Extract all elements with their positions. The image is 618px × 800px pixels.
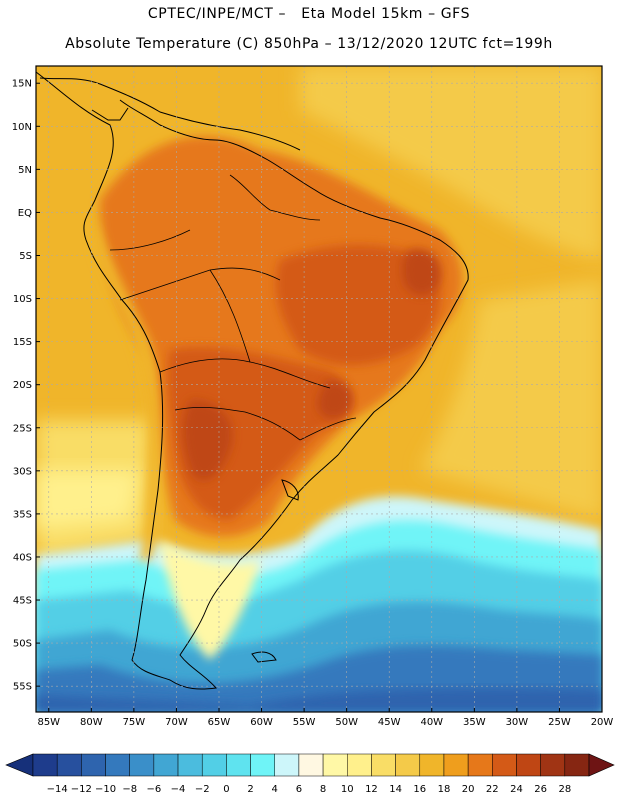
lat-label: 45S: [13, 596, 32, 607]
colorbar-label: −2: [195, 784, 210, 795]
lon-label: 85W: [37, 717, 60, 728]
colorbar-cell: [177, 753, 203, 777]
lat-label: 30S: [13, 466, 32, 477]
colorbar-label: 20: [462, 784, 475, 795]
lon-label: 65W: [208, 717, 231, 728]
colorbar-label: 10: [341, 784, 354, 795]
colorbar-label: 0: [223, 784, 229, 795]
lon-axis: 85W 80W 75W 70W 65W 60W 55W 50W 45W 40W 35W 30W 25W 2…: [37, 708, 613, 728]
colorbar-cell: [105, 753, 130, 777]
colorbar-cell: [443, 753, 469, 777]
colorbar-cell: [395, 753, 421, 777]
lat-label: 15S: [13, 337, 32, 348]
colorbar-low-arrow: [5, 753, 34, 777]
lat-label: 10N: [12, 122, 32, 133]
lon-label: 20W: [591, 717, 614, 728]
lon-label: 40W: [420, 717, 443, 728]
colorbar-cell: [492, 753, 517, 777]
map-title-line1: CPTEC/INPE/MCT – Eta Model 15km – GFS: [147, 6, 471, 22]
coastline: [36, 71, 469, 690]
colorbar-cell: [129, 753, 155, 777]
lat-label: 5S: [19, 251, 32, 262]
colorbar-cell: [540, 753, 566, 777]
lat-label: EQ: [18, 208, 32, 219]
colorbar-label: 14: [389, 784, 402, 795]
lon-label: 55W: [293, 717, 316, 728]
colorbar-cell: [419, 753, 445, 777]
map-title-line2: Absolute Temperature (C) 850hPa – 13/12/…: [65, 36, 553, 52]
colorbar-cell: [201, 753, 227, 777]
colorbar-label: 6: [296, 784, 302, 795]
colorbar-cell: [322, 753, 348, 777]
lon-label: 60W: [250, 717, 273, 728]
lat-axis: 15N 10N 5N EQ 5S 10S 15S 20S 25S 30S 35S 40S 45S 50S 5…: [12, 79, 40, 693]
lat-label: 50S: [13, 639, 32, 650]
colorbar-label: 4: [272, 784, 278, 795]
colorbar-cell: [153, 753, 179, 777]
lon-label: 75W: [123, 717, 146, 728]
colorbar-label: 18: [438, 784, 451, 795]
lon-label: 30W: [506, 717, 529, 728]
colorbar-high-arrow: [588, 753, 615, 777]
colorbar-label: 8: [320, 784, 326, 795]
colorbar-label: −14: [47, 784, 68, 795]
lat-label: 40S: [13, 552, 32, 563]
lat-label: 35S: [13, 509, 32, 520]
graticule: [36, 66, 603, 712]
colorbar-cell: [564, 753, 590, 777]
lon-label: 25W: [548, 717, 571, 728]
colorbar-label: 2: [247, 784, 253, 795]
colorbar-cell: [347, 753, 372, 777]
colorbar-cell: [274, 753, 300, 777]
lon-label: 35W: [463, 717, 486, 728]
temperature-map: 15N 10N 5N EQ 5S 10S 15S 20S 25S 30S 35S 40S 45S 50S 5…: [12, 65, 613, 728]
lon-label: 45W: [378, 717, 401, 728]
colorbar-label: 24: [510, 784, 523, 795]
colorbar-cell: [226, 753, 251, 777]
colorbar-label: 12: [365, 784, 378, 795]
colorbar-cell: [32, 753, 58, 777]
colorbar-cell: [298, 753, 324, 777]
lat-label: 10S: [13, 294, 32, 305]
lon-label: 70W: [165, 717, 188, 728]
lat-label: 15N: [12, 79, 32, 90]
colorbar-label: 16: [413, 784, 426, 795]
lon-label: 50W: [335, 717, 358, 728]
colorbar-label: −10: [95, 784, 116, 795]
colorbar-label: −12: [71, 784, 92, 795]
colorbar-cell: [250, 753, 275, 777]
lat-label: 20S: [13, 380, 32, 391]
colorbar-label: 26: [534, 784, 547, 795]
lat-label: 5N: [18, 165, 32, 176]
colorbar-cell: [516, 753, 541, 777]
colorbar-label: 22: [486, 784, 499, 795]
lat-label: 25S: [13, 423, 32, 434]
colorbar-label: 28: [558, 784, 571, 795]
colorbar-cell: [56, 753, 82, 777]
colorbar-cell: [371, 753, 396, 777]
colorbar-label: −6: [146, 784, 161, 795]
colorbar-cell: [81, 753, 106, 777]
colorbar-label: −8: [122, 784, 137, 795]
colorbar-label: −4: [171, 784, 186, 795]
lon-label: 80W: [80, 717, 103, 728]
temperature-field: [36, 66, 602, 712]
colorbar: −14 −12 −10 −8 −6 −4 −2 0 2 4 6 8 10 12 14 16 18 20 22 24 26…: [5, 753, 615, 795]
colorbar-cell: [467, 753, 493, 777]
country-borders: [109, 174, 357, 441]
map-frame: [35, 65, 603, 713]
lat-label: 55S: [13, 682, 32, 693]
